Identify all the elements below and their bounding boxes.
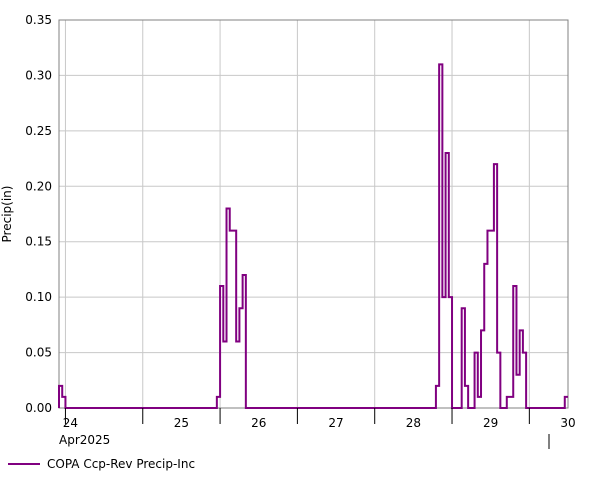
grid [59,19,568,409]
y-tick-label: 0.15 [25,235,52,249]
x-tick-label: 29 [483,416,498,430]
y-axis-label: Precip(in) [0,186,14,243]
legend: COPA Ccp-Rev Precip-Inc [8,457,195,471]
x-axis-ticks: 24 25 26 27 28 29 30 [63,408,576,430]
x-tick-label: 30 [560,416,575,430]
plot-frame [58,19,569,409]
y-tick-label: 0.10 [25,290,52,304]
x-tick-label: 26 [251,416,266,430]
series-layer [58,63,568,409]
period-label: Apr2025 [59,433,110,447]
y-axis-ticks: 0.00 0.05 0.10 0.15 0.20 0.25 0.30 0.35 [25,13,52,415]
y-tick-label: 0.30 [25,68,52,82]
y-tick-label: 0.05 [25,346,52,360]
y-tick-label: 0.25 [25,124,52,138]
y-tick-label: 0.20 [25,179,52,193]
x-tick-label: 28 [406,416,421,430]
y-tick-label: 0.35 [25,13,52,27]
series-line [58,63,568,409]
x-tick-label: 27 [328,416,343,430]
y-tick-label: 0.00 [25,401,52,415]
legend-label: COPA Ccp-Rev Precip-Inc [47,457,195,471]
x-tick-label: 24 [63,416,78,430]
x-tick-label: 25 [174,416,189,430]
